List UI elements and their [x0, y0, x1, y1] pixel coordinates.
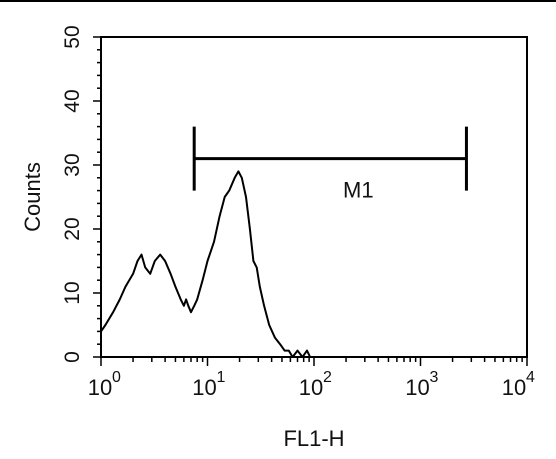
plot-frame: [100, 36, 528, 358]
top-rule: [0, 0, 556, 2]
y-axis-label: Counts: [20, 162, 45, 232]
x-tick-label: 10 3: [405, 369, 438, 400]
x-tick-base: 10: [192, 375, 216, 400]
x-tick-exponent: 0: [112, 369, 121, 386]
y-tick-label: 30: [61, 153, 84, 176]
x-tick-exponent: 3: [430, 369, 439, 386]
x-tick-exponent: 4: [526, 369, 535, 386]
y-tick-label: 10: [61, 281, 84, 304]
x-tick-exponent: 1: [217, 369, 226, 386]
x-tick-exponent: 2: [323, 369, 332, 386]
x-tick-base: 10: [502, 375, 526, 400]
y-tick-label: 40: [61, 89, 84, 112]
x-tick-label: 10 1: [192, 369, 225, 400]
y-axis-tick-labels: 0 10 20 30 40 50: [61, 25, 84, 363]
y-tick-label: 50: [61, 25, 84, 48]
marker-label: M1: [343, 178, 374, 203]
x-tick-base: 10: [299, 375, 323, 400]
x-tick-label: 10 4: [502, 369, 535, 400]
x-axis-tick-labels: 10 0 10 1 10 2 10 3 10 4: [88, 369, 535, 400]
x-axis-ticks: [100, 357, 528, 366]
marker-layer: M1: [192, 126, 468, 203]
y-tick-label: 20: [61, 217, 84, 240]
histogram-line: [100, 170, 527, 358]
x-tick-label: 10 2: [299, 369, 332, 400]
x-tick-label: 10 0: [88, 369, 121, 400]
x-tick-base: 10: [405, 375, 429, 400]
y-axis-ticks: [93, 36, 101, 358]
x-axis-label: FL1-H: [283, 426, 344, 451]
y-tick-label: 0: [61, 351, 84, 363]
x-tick-base: 10: [88, 375, 112, 400]
